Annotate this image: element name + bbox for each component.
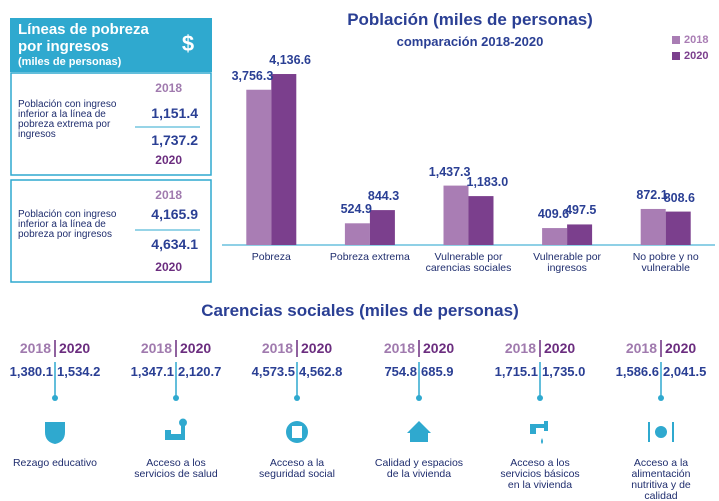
bar bbox=[542, 228, 568, 245]
year-2020: 2020 bbox=[155, 153, 182, 167]
x-tick-label: Pobreza extrema bbox=[329, 251, 410, 263]
data-label: 409.6 bbox=[537, 207, 570, 222]
bar bbox=[665, 211, 691, 245]
value-2018: 1,347.1 bbox=[130, 364, 174, 379]
value-2018: 4,573.5 bbox=[251, 364, 295, 379]
year-2020: 2020 bbox=[423, 340, 455, 356]
item-label: Acceso a los servicios de salud bbox=[134, 457, 218, 480]
year-2020: 2020 bbox=[180, 340, 212, 356]
value-2018: 1,151.4 bbox=[151, 105, 198, 121]
connector-dot bbox=[658, 395, 664, 401]
year-2018: 2018 bbox=[155, 81, 182, 95]
icon bbox=[165, 418, 187, 440]
value-2018: 4,165.9 bbox=[151, 206, 198, 222]
panel-icon: $ bbox=[181, 31, 195, 56]
data-label: 3,756.3 bbox=[231, 68, 274, 83]
bar bbox=[567, 224, 593, 245]
value-2018: 1,715.1 bbox=[494, 364, 538, 379]
item-label: Rezago educativo bbox=[12, 457, 98, 469]
year-2018: 2018 bbox=[19, 340, 51, 356]
value-2020: 1,735.0 bbox=[542, 364, 586, 379]
x-tick-label: Pobreza bbox=[251, 251, 291, 263]
bar bbox=[246, 89, 272, 246]
value-2020: 1,534.2 bbox=[57, 364, 101, 379]
value-2020: 1,737.2 bbox=[151, 132, 198, 148]
x-tick-label: No pobre y no vulnerable bbox=[632, 251, 699, 274]
item-label: Calidad y espacios de la vivienda bbox=[374, 457, 464, 480]
value-2020: 4,634.1 bbox=[151, 236, 198, 252]
bar bbox=[640, 208, 666, 245]
indicator-label: Población con ingreso inferior a la líne… bbox=[18, 209, 117, 240]
value-2020: 4,562.8 bbox=[299, 364, 343, 379]
connector-dot bbox=[173, 395, 179, 401]
section-title: Carencias sociales (miles de personas) bbox=[201, 301, 519, 320]
panel-header bbox=[10, 18, 212, 72]
legend-swatch bbox=[672, 36, 680, 44]
year-2018: 2018 bbox=[504, 340, 536, 356]
legend-label: 2018 bbox=[684, 34, 709, 46]
value-2018: 754.8 bbox=[384, 364, 417, 379]
icon bbox=[407, 421, 431, 442]
panel-title: Líneas de pobreza por ingresos bbox=[18, 21, 149, 55]
year-2020: 2020 bbox=[544, 340, 576, 356]
connector-dot bbox=[52, 395, 58, 401]
legend-label: 2020 bbox=[684, 50, 709, 62]
icon bbox=[286, 421, 308, 443]
data-label: 524.9 bbox=[340, 202, 372, 217]
bar bbox=[468, 196, 494, 245]
item-label: Acceso a los servicios básicos en la viv… bbox=[500, 457, 580, 491]
value-2020: 2,041.5 bbox=[663, 364, 707, 379]
panel-box bbox=[10, 179, 212, 283]
year-2018: 2018 bbox=[383, 340, 415, 356]
data-label: 1,437.3 bbox=[428, 164, 471, 179]
bar bbox=[369, 210, 395, 245]
value-2018: 1,586.6 bbox=[615, 364, 659, 379]
year-2020: 2020 bbox=[665, 340, 697, 356]
icon bbox=[648, 422, 674, 442]
item-label: Acceso a la alimentación nutritiva y de … bbox=[631, 457, 691, 501]
item-label: Acceso a la seguridad social bbox=[259, 457, 335, 480]
legend-swatch bbox=[672, 52, 680, 60]
x-tick-label: Vulnerable por carencias sociales bbox=[425, 251, 512, 274]
connector-dot bbox=[416, 395, 422, 401]
chart-subtitle: comparación 2018-2020 bbox=[396, 34, 544, 49]
bar bbox=[271, 74, 297, 245]
year-2020: 2020 bbox=[155, 260, 182, 274]
bar bbox=[443, 185, 469, 245]
panel-box bbox=[10, 72, 212, 176]
data-label: 1,183.0 bbox=[466, 175, 509, 190]
year-2020: 2020 bbox=[59, 340, 91, 356]
year-2020: 2020 bbox=[301, 340, 333, 356]
data-label: 872.1 bbox=[636, 187, 668, 202]
chart-title: Población (miles de personas) bbox=[347, 10, 593, 29]
value-2020: 2,120.7 bbox=[178, 364, 222, 379]
icon bbox=[45, 422, 65, 444]
indicator-label: Población con ingreso inferior a la líne… bbox=[18, 99, 117, 140]
value-2020: 685.9 bbox=[421, 364, 454, 379]
connector-dot bbox=[537, 395, 543, 401]
year-2018: 2018 bbox=[155, 188, 182, 202]
data-label: 4,136.6 bbox=[269, 53, 312, 68]
data-label: 844.3 bbox=[367, 189, 400, 204]
year-2018: 2018 bbox=[261, 340, 293, 356]
connector-dot bbox=[294, 395, 300, 401]
data-label: 808.6 bbox=[663, 190, 695, 205]
data-label: 497.5 bbox=[565, 203, 597, 218]
year-2018: 2018 bbox=[625, 340, 657, 356]
year-2018: 2018 bbox=[140, 340, 172, 356]
x-tick-label: Vulnerable por ingresos bbox=[533, 251, 602, 274]
icon bbox=[530, 421, 548, 444]
bar bbox=[344, 223, 370, 245]
panel-unit: (miles de personas) bbox=[18, 56, 122, 68]
value-2018: 1,380.1 bbox=[9, 364, 53, 379]
